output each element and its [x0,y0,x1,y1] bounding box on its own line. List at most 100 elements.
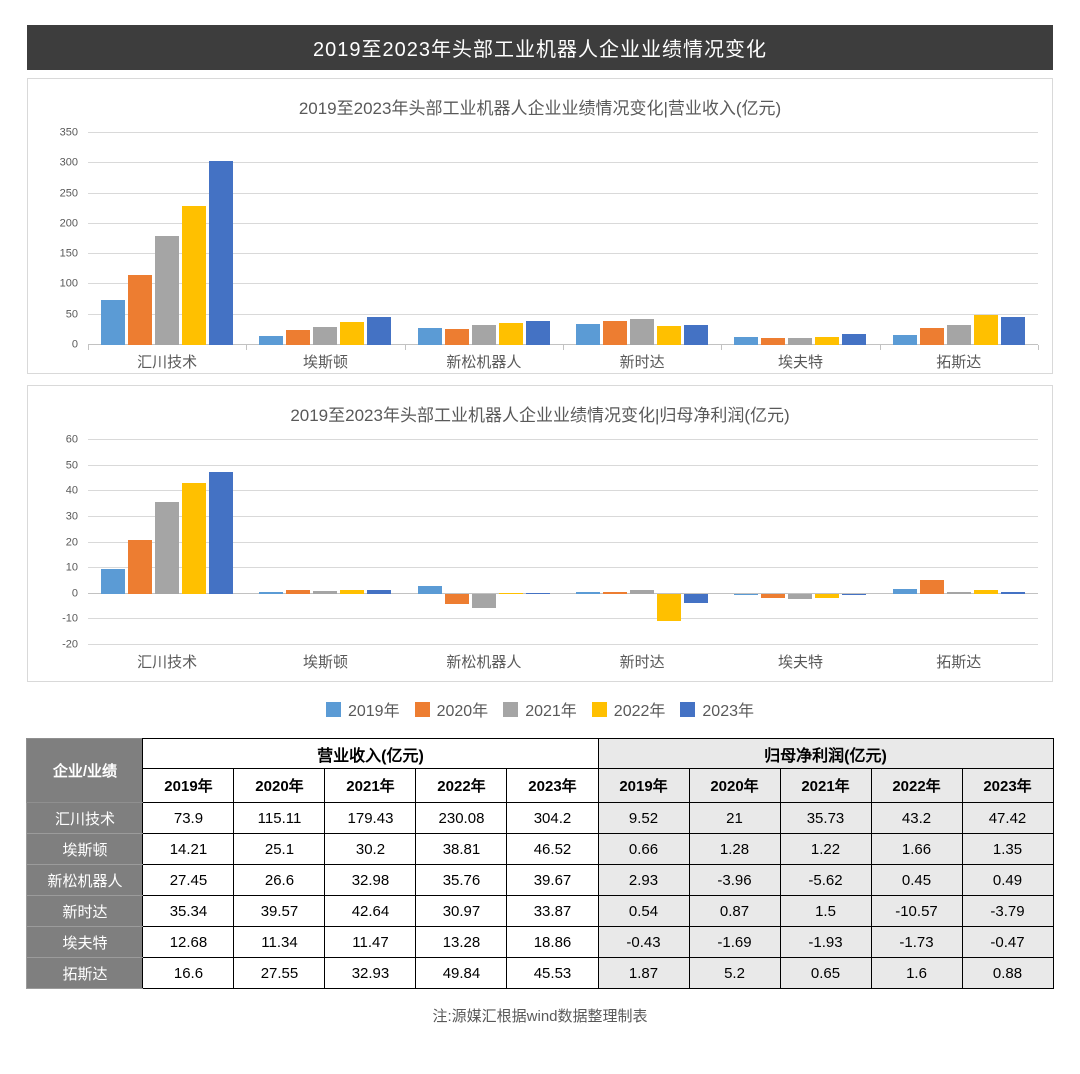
bar-2021年-拓斯达 [946,325,971,345]
bar-2023年-埃斯顿 [367,590,392,594]
axis-tick [879,345,881,350]
gridline-y-200 [88,222,1038,224]
bar-2020年-新时达 [603,591,628,594]
legend-label: 2020年 [436,703,489,720]
bar-2020年-汇川技术 [128,539,153,594]
company-label: 埃斯顿 [26,833,144,865]
bar-2023年-新时达 [684,324,709,345]
profit-value: 1.28 [688,833,781,865]
category-label-埃斯顿: 埃斯顿 [302,354,348,371]
profit-value: -1.69 [688,926,781,958]
bar-2019年-汇川技术 [101,569,126,594]
bar-2020年-拓斯达 [919,328,944,345]
bar-2023年-埃夫特 [842,333,867,345]
bar-2023年-新松机器人 [525,320,550,345]
legend-swatch-icon [414,701,430,717]
bar-group-1 [88,133,246,345]
profit-value: 0.88 [961,957,1054,989]
profit-value: 1.35 [961,833,1054,865]
profit-value: -3.96 [688,864,781,896]
gridline-y-40 [88,490,1038,492]
gridline-y-350 [88,132,1038,133]
bar-2023年-埃斯顿 [367,316,392,345]
column-group-header-2: 归母净利润(亿元) [597,738,1054,769]
bar-group-5 [721,440,879,645]
performance-data-table: 企业/业绩 营业收入(亿元) 归母净利润(亿元) 2019年 2020年 2021年 202… [26,738,1054,989]
y-axis-label--10: -10 [62,612,78,625]
bar-2020年-新时达 [603,321,628,345]
profit-chart-plot: -20 -10 0 10 20 30 40 50 60 汇川技术 埃斯顿 新松机器人 新时达 埃夫特 拓斯达 [28,434,1052,672]
plot-area [88,132,1039,350]
bar-2023年-汇川技术 [209,160,234,345]
profit-value: -0.47 [961,926,1054,958]
bar-2019年-埃夫特 [734,337,759,345]
revenue-value: 25.1 [233,833,326,865]
year-header-2023年: 2023年 [961,768,1054,803]
revenue-value: 32.98 [324,864,417,896]
profit-chart-title: 2019至2023年头部工业机器人企业业绩情况变化|归母净利润(亿元) [290,406,790,425]
y-axis-label-0: 0 [71,587,78,600]
table-row-埃夫特: 埃夫特 12.68 11.34 11.47 13.28 18.86 -0.43 -1.69 -1… [26,926,1054,958]
bar-group-2 [246,440,404,645]
bar-group-4 [563,440,721,645]
y-axis-label--20: -20 [62,638,78,651]
bar-2022年-埃夫特 [815,336,840,345]
bar-2020年-埃夫特 [761,593,786,599]
revenue-value: 35.34 [142,895,235,927]
bar-2020年-埃斯顿 [286,329,311,345]
bar-2023年-拓斯达 [1000,591,1025,594]
bar-2019年-拓斯达 [892,334,917,345]
year-header-2022年: 2022年 [415,768,508,803]
year-header-2021年: 2021年 [324,768,417,803]
category-label-拓斯达: 拓斯达 [936,654,982,671]
profit-value: 0.45 [870,864,963,896]
profit-value: 0.87 [688,895,781,927]
profit-value: -5.62 [779,864,872,896]
revenue-value: 18.86 [506,926,599,958]
revenue-value: 32.93 [324,957,417,989]
profit-value: -0.43 [597,926,690,958]
category-label-埃斯顿: 埃斯顿 [302,654,348,671]
bar-2019年-拓斯达 [892,588,917,594]
revenue-value: 46.52 [506,833,599,865]
revenue-value: 230.08 [415,802,508,834]
gridline-y-60 [88,439,1038,440]
profit-value: 0.66 [597,833,690,865]
revenue-value: 12.68 [142,926,235,958]
legend-item-2020年: 2020年 [414,697,489,721]
y-axis-label-50: 50 [65,308,78,321]
legend-swatch-icon [325,701,341,717]
table-row-新松机器人: 新松机器人 27.45 26.6 32.98 35.76 39.67 2.93 -3.96 -5… [26,864,1054,896]
revenue-chart-plot: 0 50 100 150 200 250 300 350 汇川技术 埃斯顿 新松机器人 新时达 埃夫特 拓… [28,127,1052,372]
profit-value: 1.22 [779,833,872,865]
bar-2021年-新时达 [630,319,655,345]
bar-2021年-埃斯顿 [313,590,338,594]
profit-value: -1.73 [870,926,963,958]
table-row-拓斯达: 拓斯达 16.6 27.55 32.93 49.84 45.53 1.87 5.2 0.65 1.… [26,957,1054,989]
category-label-新松机器人: 新松机器人 [446,354,522,371]
bar-2019年-汇川技术 [101,300,126,345]
plot-row: 0 50 100 150 200 250 300 350 [28,127,1039,350]
category-label-汇川技术: 汇川技术 [137,654,198,671]
bar-2021年-埃夫特 [788,593,813,599]
revenue-value: 27.45 [142,864,235,896]
table-corner-label: 企业/业绩 [26,738,144,803]
category-label-拓斯达: 拓斯达 [936,354,982,371]
revenue-value: 45.53 [506,957,599,989]
bar-group-3 [405,133,563,345]
profit-value: 35.73 [779,802,872,834]
legend-item-2019年: 2019年 [325,697,400,721]
profit-value: -10.57 [870,895,963,927]
bar-2020年-新松机器人 [444,593,469,604]
revenue-value: 30.97 [415,895,508,927]
revenue-value: 35.76 [415,864,508,896]
company-label: 汇川技术 [26,802,144,834]
revenue-value: 304.2 [506,802,599,834]
revenue-value: 26.6 [233,864,326,896]
gridline-y-20 [88,541,1038,543]
gridline-y-0 [88,344,1038,345]
gridline-y-100 [88,283,1038,285]
revenue-value: 39.67 [506,864,599,896]
bar-group-2 [246,133,404,345]
category-label-新松机器人: 新松机器人 [446,654,522,671]
